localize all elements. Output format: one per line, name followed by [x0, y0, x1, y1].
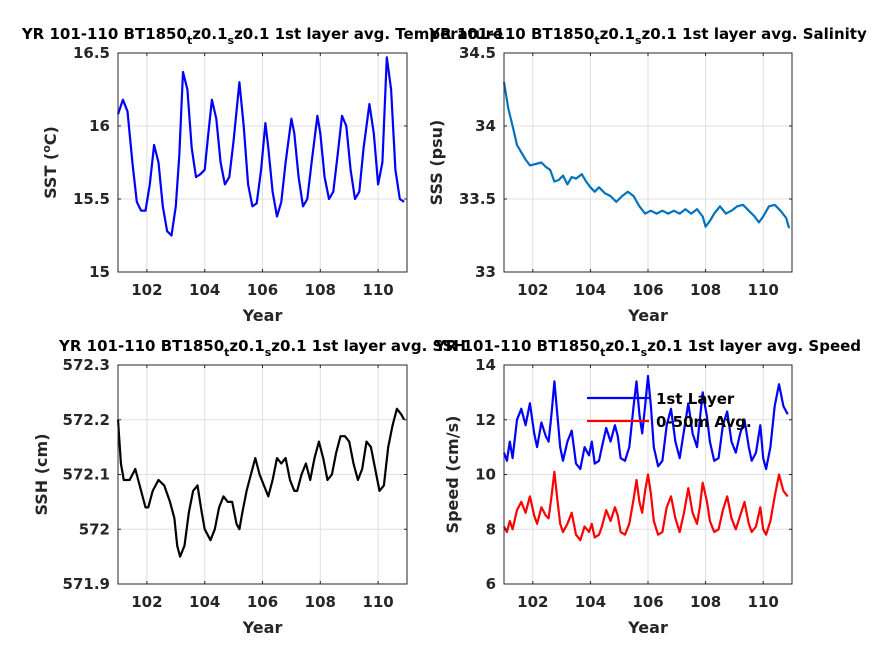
speed-y-tick-label: 6 [486, 575, 496, 593]
sst-x-tick-label: 108 [305, 281, 336, 299]
sss-series-line-0 [502, 82, 791, 229]
sss-y-axis-label: SSS (psu) [427, 120, 446, 206]
sst-y-tick-label: 15 [89, 263, 110, 281]
ssh-x-tick-label: 106 [247, 593, 278, 611]
sst-series-line-0 [116, 56, 405, 237]
speed-chart-title: YR 101-110 BT1850tz0.1sz0.1 1st layer av… [434, 337, 861, 359]
speed-x-tick-label: 102 [517, 593, 548, 611]
speed-y-tick-label: 10 [475, 466, 496, 484]
ssh-x-tick-label: 110 [362, 593, 393, 611]
ssh-panel: 102 104 106 108 110 571.9 572 572.1 572.2 572.3 Ye… [32, 337, 466, 637]
sst-y-tick-label: 16.5 [73, 44, 110, 62]
speed-series-line-1 [503, 470, 789, 542]
sss-x-tick-label: 106 [632, 281, 663, 299]
sss-panel: 102 104 106 108 110 33 33.5 34 34.5 Year SSS (psu)… [427, 25, 867, 325]
sss-y-tick-label: 33 [475, 263, 496, 281]
sss-y-tick-label: 34 [475, 117, 496, 135]
ssh-chart-title: YR 101-110 BT1850tz0.1sz0.1 1st layer av… [58, 337, 466, 359]
speed-series-line-0 [502, 374, 789, 471]
speed-x-tick-label: 110 [748, 593, 779, 611]
sss-x-tick-label: 110 [748, 281, 779, 299]
ssh-series-line-0 [116, 407, 406, 558]
sss-y-tick-label: 34.5 [459, 44, 496, 62]
sss-x-tick-label: 102 [517, 281, 548, 299]
speed-x-axis-label: Year [627, 618, 668, 637]
sst-y-tick-label: 15.5 [73, 190, 110, 208]
speed-panel: 102 104 106 108 110 6 8 10 12 14 Year Speed (cm/s) Y… [434, 337, 861, 637]
ssh-y-tick-label: 572 [79, 520, 110, 538]
sst-chart-title: YR 101-110 BT1850tz0.1sz0.1 1st layer av… [21, 25, 503, 47]
sst-x-tick-label: 102 [131, 281, 162, 299]
sst-x-tick-label: 104 [189, 281, 220, 299]
ssh-y-tick-label: 571.9 [63, 575, 110, 593]
sss-y-tick-label: 33.5 [459, 190, 496, 208]
sss-chart-title: YR 101-110 BT1850tz0.1sz0.1 1st layer av… [428, 25, 867, 47]
speed-y-tick-label: 12 [475, 411, 496, 429]
speed-legend-label-1: 0-50m Avg. [656, 413, 752, 431]
sss-x-tick-label: 108 [690, 281, 721, 299]
sss-x-tick-label: 104 [575, 281, 606, 299]
speed-x-tick-label: 108 [690, 593, 721, 611]
speed-y-tick-label: 8 [486, 520, 496, 538]
ssh-x-tick-label: 104 [189, 593, 220, 611]
speed-y-tick-label: 14 [475, 356, 496, 374]
ssh-x-tick-label: 108 [305, 593, 336, 611]
sst-y-tick-label: 16 [89, 117, 110, 135]
speed-legend-label-0: 1st Layer [656, 390, 735, 408]
ssh-x-tick-label: 102 [131, 593, 162, 611]
sst-y-axis-label: SST (oC) [40, 126, 60, 199]
speed-x-tick-label: 106 [632, 593, 663, 611]
speed-x-tick-label: 104 [575, 593, 606, 611]
sst-panel: 102 104 106 108 110 15 15.5 16 16.5 Year SST (oC) Y… [21, 25, 503, 325]
ssh-x-axis-label: Year [242, 618, 283, 637]
ssh-y-tick-label: 572.2 [63, 411, 110, 429]
speed-y-axis-label: Speed (cm/s) [443, 416, 462, 534]
sst-x-tick-label: 106 [247, 281, 278, 299]
ssh-y-tick-label: 572.1 [63, 466, 110, 484]
ssh-y-tick-label: 572.3 [63, 356, 110, 374]
sss-x-axis-label: Year [627, 306, 668, 325]
ssh-y-axis-label: SSH (cm) [32, 433, 51, 515]
sst-x-axis-label: Year [242, 306, 283, 325]
sst-x-tick-label: 110 [362, 281, 393, 299]
